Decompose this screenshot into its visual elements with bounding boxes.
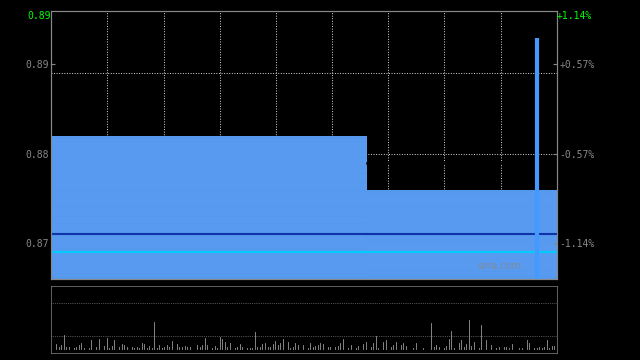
Bar [51,136,367,279]
Bar [367,190,557,279]
Text: 0.89: 0.89 [27,11,51,21]
Text: +1.14%: +1.14% [557,11,592,21]
Text: sina.com: sina.com [477,261,522,271]
